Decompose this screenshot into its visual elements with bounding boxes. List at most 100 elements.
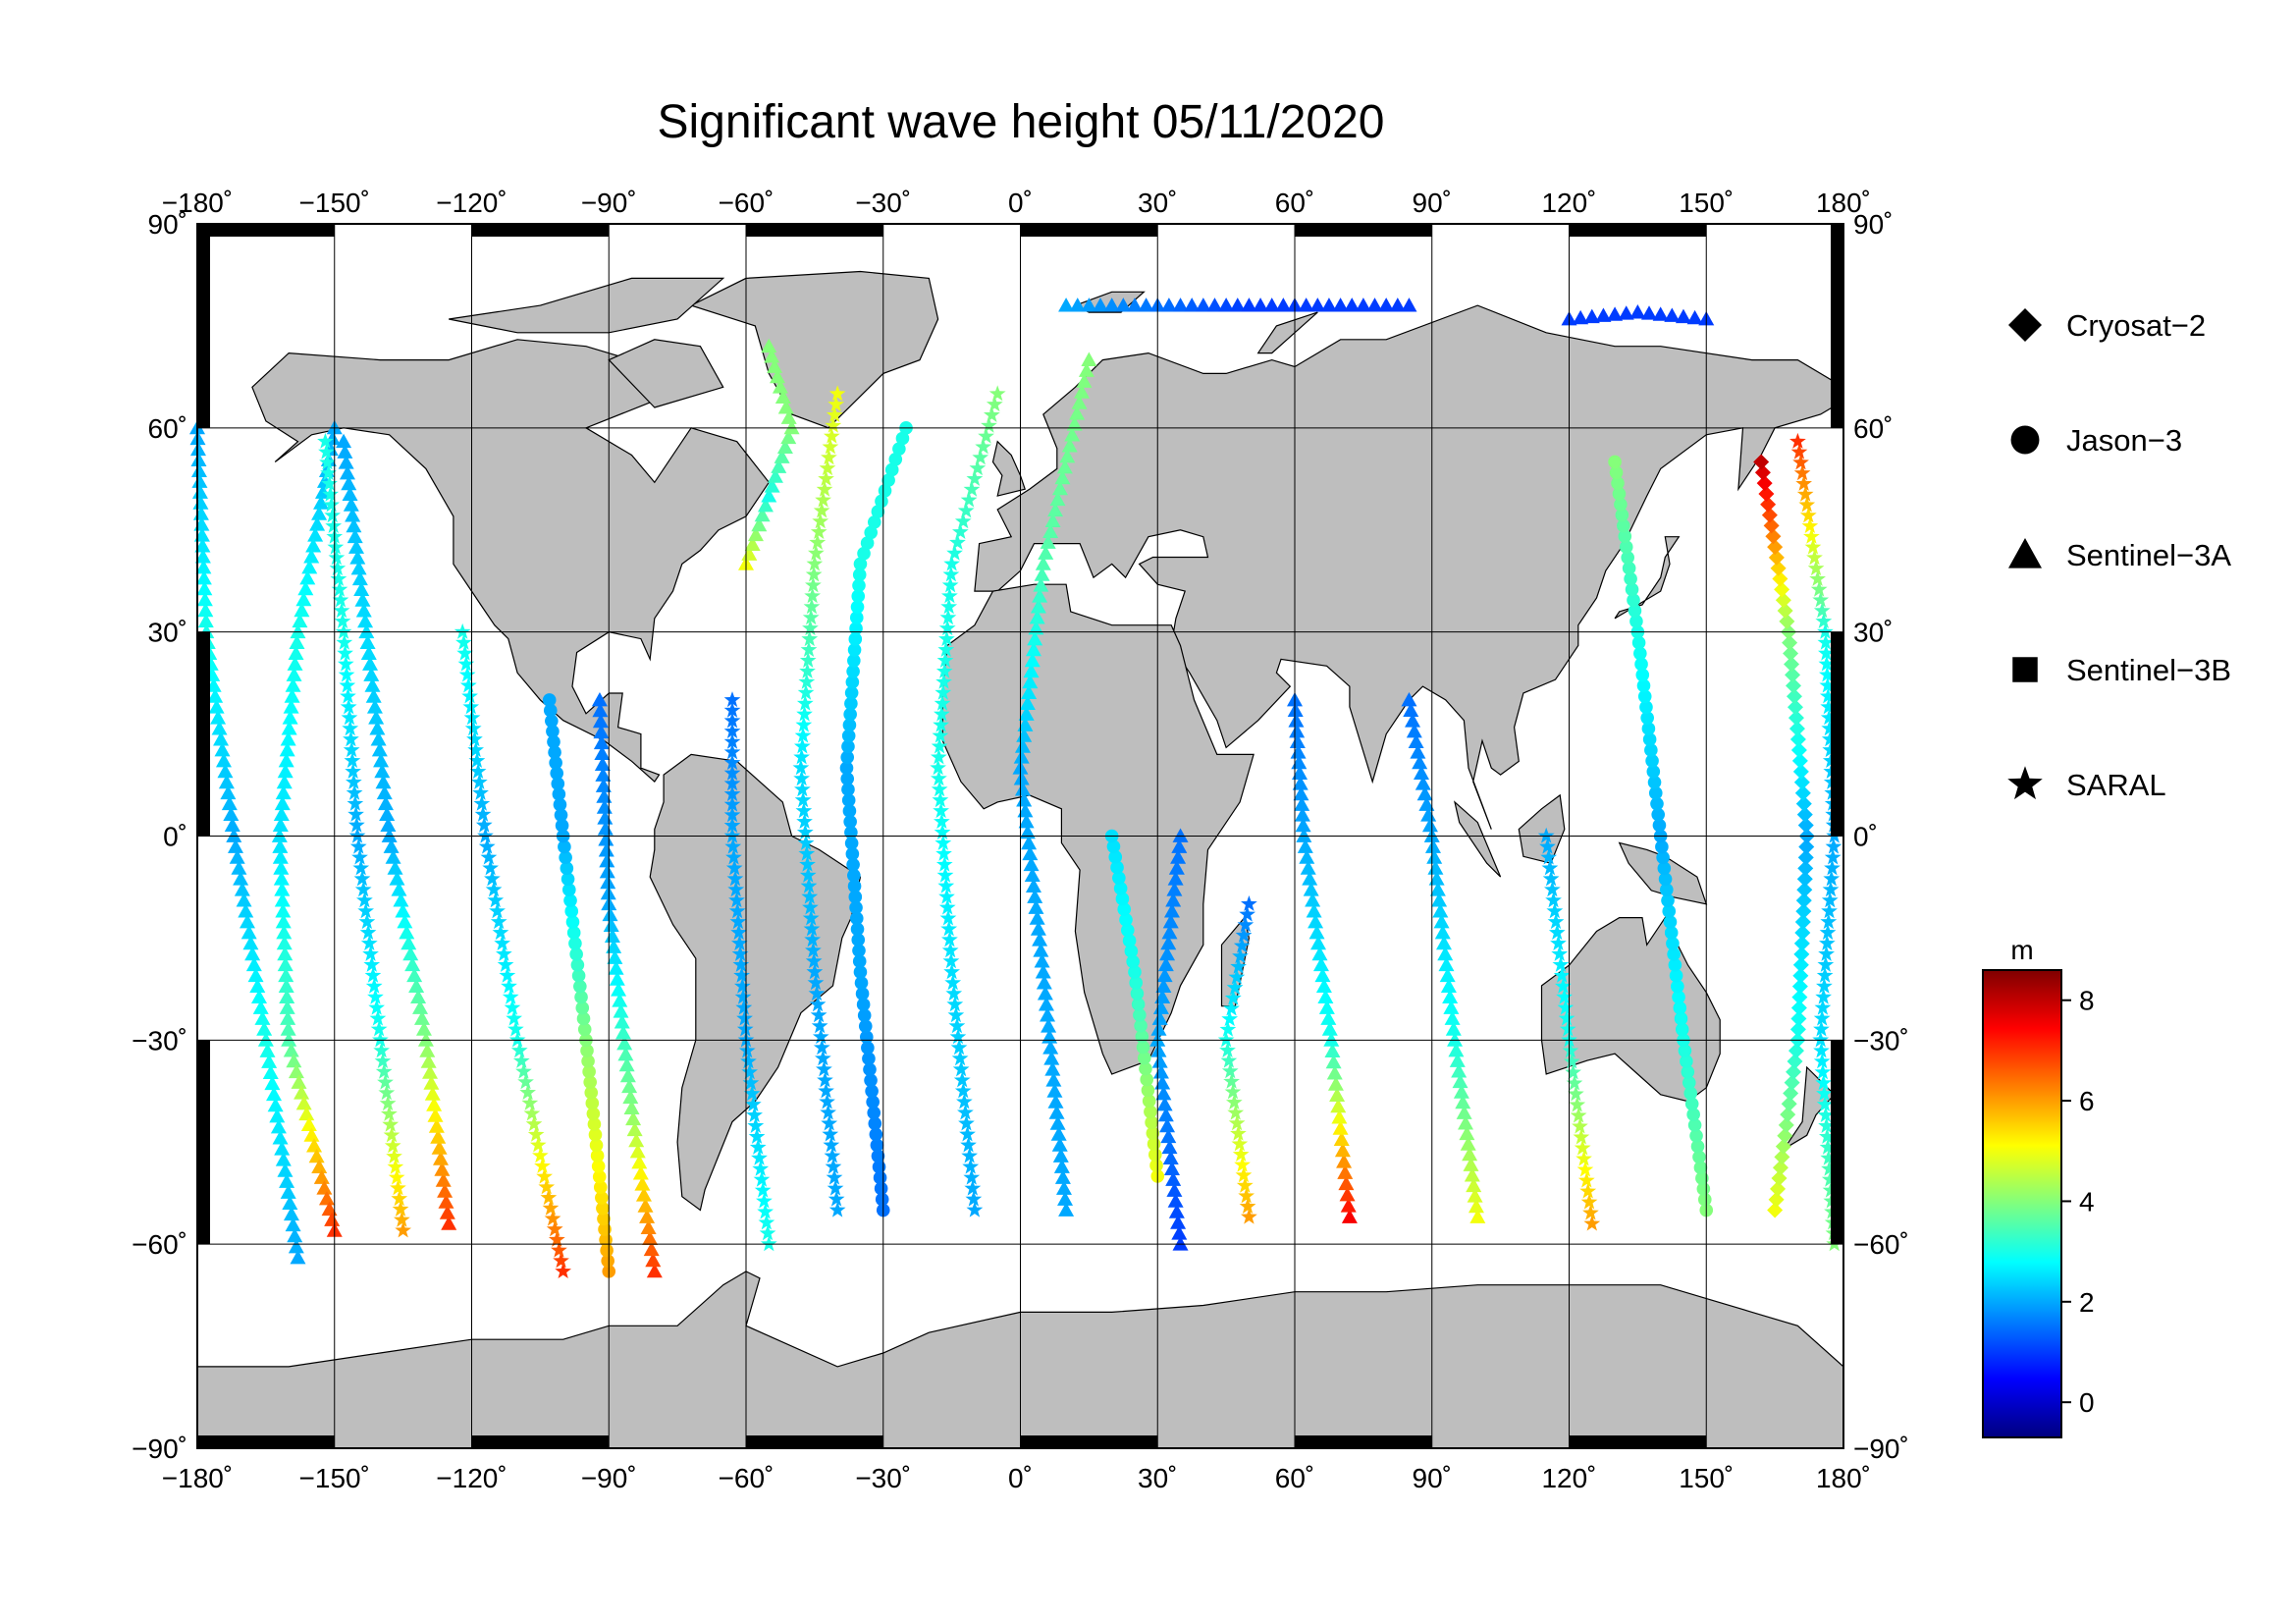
track-segment-point bbox=[1154, 989, 1171, 1003]
track-segment-point bbox=[861, 1041, 875, 1055]
track-segment-point bbox=[986, 396, 1003, 412]
track-segment-point bbox=[1013, 749, 1030, 764]
track-segment-point bbox=[816, 480, 833, 497]
track-segment-point bbox=[809, 533, 827, 550]
track-point bbox=[348, 827, 366, 843]
track-segment-point bbox=[568, 937, 582, 950]
track-point bbox=[477, 827, 494, 843]
track-segment-point bbox=[277, 946, 294, 961]
track-segment-point bbox=[1573, 1128, 1590, 1145]
track-segment-point bbox=[1648, 785, 1663, 800]
track-segment-point bbox=[747, 1117, 765, 1133]
track-segment-point bbox=[1810, 580, 1828, 597]
track-segment-point bbox=[1642, 732, 1657, 746]
track-segment-point bbox=[1162, 1150, 1179, 1165]
track-segment-point bbox=[283, 1043, 299, 1057]
lon-tick-label-bottom: −30˚ bbox=[855, 1463, 911, 1493]
track-segment-point bbox=[1150, 1043, 1167, 1057]
track-segment-point bbox=[841, 729, 856, 743]
track-segment-point bbox=[866, 1095, 880, 1109]
track-segment-point bbox=[863, 1062, 877, 1077]
track-segment-point bbox=[1809, 570, 1826, 586]
track-segment-point bbox=[1339, 1186, 1356, 1202]
track-cryosat-2 bbox=[1753, 454, 1815, 1218]
colorbar-tick-label: 0 bbox=[2079, 1387, 2095, 1418]
track-segment-point bbox=[1019, 824, 1036, 839]
track-segment-point bbox=[259, 1043, 276, 1057]
track-segment-point bbox=[844, 696, 858, 711]
track-segment-point bbox=[1671, 979, 1684, 994]
track-segment-point bbox=[1115, 298, 1132, 312]
track-segment-point bbox=[262, 1064, 279, 1079]
track-segment-point bbox=[771, 459, 787, 473]
track-segment-point bbox=[1165, 1171, 1182, 1186]
track-segment-point bbox=[1168, 1204, 1185, 1218]
track-segment-point bbox=[1038, 997, 1054, 1011]
track-segment-point bbox=[211, 721, 228, 735]
track-segment-point bbox=[348, 539, 365, 554]
track-segment-point bbox=[489, 902, 506, 919]
track-segment-point bbox=[884, 462, 899, 477]
track-segment-point bbox=[934, 705, 950, 722]
track-segment-point bbox=[1607, 306, 1624, 321]
track-segment-point bbox=[1275, 298, 1292, 312]
track-segment-point bbox=[1697, 1192, 1712, 1207]
track-segment-point bbox=[865, 1084, 879, 1099]
track-segment-point bbox=[1157, 1107, 1174, 1122]
track-segment-point bbox=[380, 817, 397, 832]
track-point bbox=[1128, 965, 1142, 979]
track-segment-point bbox=[759, 1224, 776, 1241]
track-segment-point bbox=[598, 842, 614, 857]
track-segment-point bbox=[934, 694, 951, 711]
track-segment-point bbox=[1115, 892, 1130, 906]
track-segment-point bbox=[947, 1006, 965, 1023]
track-point bbox=[381, 828, 398, 842]
track-segment-point bbox=[551, 777, 565, 791]
track-segment-point bbox=[295, 591, 312, 607]
track-segment-point bbox=[278, 978, 294, 994]
track-segment-point bbox=[510, 1042, 528, 1058]
track-segment-point bbox=[1815, 1074, 1832, 1091]
track-segment-point bbox=[383, 1126, 400, 1143]
track-segment-point bbox=[613, 1003, 629, 1018]
track-segment-point bbox=[601, 1254, 614, 1268]
track-segment-point bbox=[851, 933, 866, 947]
track-segment-point bbox=[455, 633, 472, 650]
border-segment-top bbox=[746, 224, 883, 237]
track-point bbox=[943, 555, 960, 571]
track-segment-point bbox=[1052, 1148, 1069, 1163]
track-segment-point bbox=[504, 999, 521, 1015]
track-saral bbox=[723, 691, 777, 1252]
track-segment-point bbox=[1557, 999, 1575, 1015]
track-segment-point bbox=[279, 741, 295, 757]
track-segment-point bbox=[218, 774, 235, 789]
track-segment-point bbox=[311, 1159, 328, 1174]
track-segment-point bbox=[1224, 989, 1242, 1005]
track-segment-point bbox=[732, 956, 750, 972]
track-segment-point bbox=[1232, 1146, 1250, 1162]
track-segment-point bbox=[360, 645, 377, 660]
track-segment-point bbox=[1030, 921, 1046, 936]
track-segment-point bbox=[1028, 621, 1044, 635]
track-segment-point bbox=[1813, 1053, 1831, 1069]
track-segment-point bbox=[612, 993, 628, 1007]
track-segment-point bbox=[223, 806, 240, 822]
track-segment-point bbox=[931, 737, 948, 754]
track-segment-point bbox=[878, 483, 892, 498]
track-point bbox=[783, 419, 800, 435]
track-segment-point bbox=[554, 808, 568, 822]
track-segment-point bbox=[264, 1075, 281, 1091]
track-segment-point bbox=[1219, 1042, 1236, 1057]
track-segment-point bbox=[300, 1116, 317, 1131]
track-segment-point bbox=[936, 866, 954, 883]
track-segment-point bbox=[227, 839, 243, 853]
track-segment-point bbox=[1771, 1170, 1788, 1187]
track-segment-point bbox=[1548, 924, 1566, 941]
indonesia-land bbox=[1454, 800, 1502, 878]
track-segment-point bbox=[1287, 702, 1304, 718]
track-saral bbox=[1537, 827, 1601, 1231]
track-segment-point bbox=[1366, 298, 1383, 312]
track-segment-point bbox=[749, 1138, 767, 1155]
lat-tick-label-left: 30˚ bbox=[148, 618, 187, 648]
track-segment-point bbox=[951, 1050, 969, 1066]
